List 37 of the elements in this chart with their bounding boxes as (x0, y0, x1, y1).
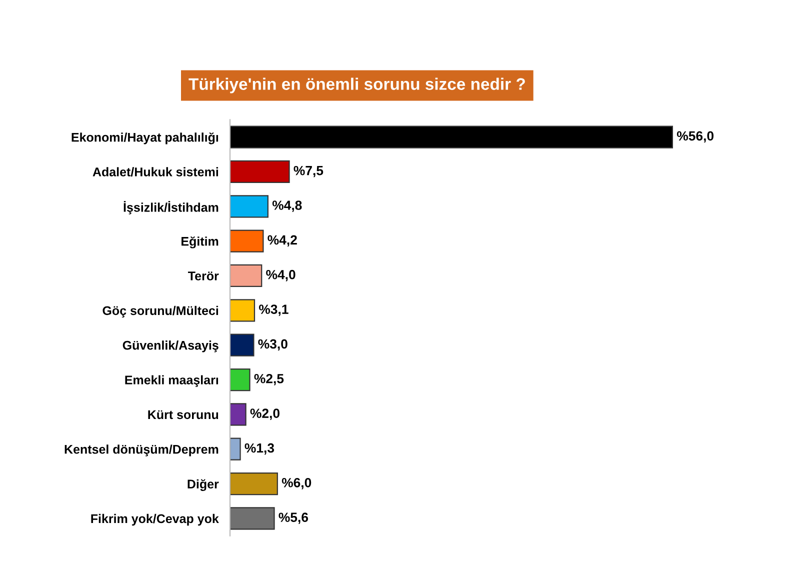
data-label: %4,0 (266, 270, 296, 282)
bar (230, 299, 256, 322)
bar (230, 403, 246, 426)
y-tick-label: Terör (188, 272, 219, 280)
y-tick-label: Göç sorunu/Mülteci (102, 306, 218, 318)
data-label: %56,0 (676, 131, 714, 142)
data-label: %7,5 (294, 166, 324, 178)
y-tick-label: Emekli maaşları (125, 375, 218, 387)
bar (230, 368, 250, 392)
bar (230, 334, 254, 356)
data-label: %3,0 (258, 339, 288, 351)
y-tick-label: Fikrim yok/Cevap yok (91, 514, 219, 526)
y-tick-label: Güvenlik/Asayiş (122, 340, 218, 352)
data-label: %2,5 (254, 374, 284, 386)
data-label: %2,0 (250, 408, 280, 420)
data-label: %5,6 (278, 512, 308, 524)
data-label: %3,1 (258, 304, 288, 316)
bar (230, 472, 278, 496)
bar (230, 264, 262, 288)
y-tick-label: Eğitim (182, 236, 218, 248)
chart-title: Türkiye'nin en önemli sorunu sizce nedir ? (188, 78, 525, 94)
y-tick-label: Kentsel dönüşüm/Deprem (64, 444, 218, 456)
bar (230, 438, 241, 460)
y-tick-label: İşsizlik/İstihdam (124, 201, 218, 214)
data-label: %6,0 (282, 478, 312, 490)
y-tick-label: Adalet/Hukuk sistemi (92, 167, 218, 176)
data-label: %4,2 (268, 235, 297, 247)
y-tick-label: Ekonomi/Hayat pahalılığı (72, 132, 218, 144)
data-label: %4,8 (272, 200, 302, 212)
data-label: %1,3 (244, 443, 274, 455)
y-tick-label: Kürt sorunu (148, 410, 218, 420)
bar (230, 126, 674, 148)
bar (230, 160, 290, 184)
bar (230, 195, 268, 218)
bar (230, 230, 264, 252)
bar (230, 507, 275, 530)
y-tick-label: Diğer (188, 479, 219, 492)
